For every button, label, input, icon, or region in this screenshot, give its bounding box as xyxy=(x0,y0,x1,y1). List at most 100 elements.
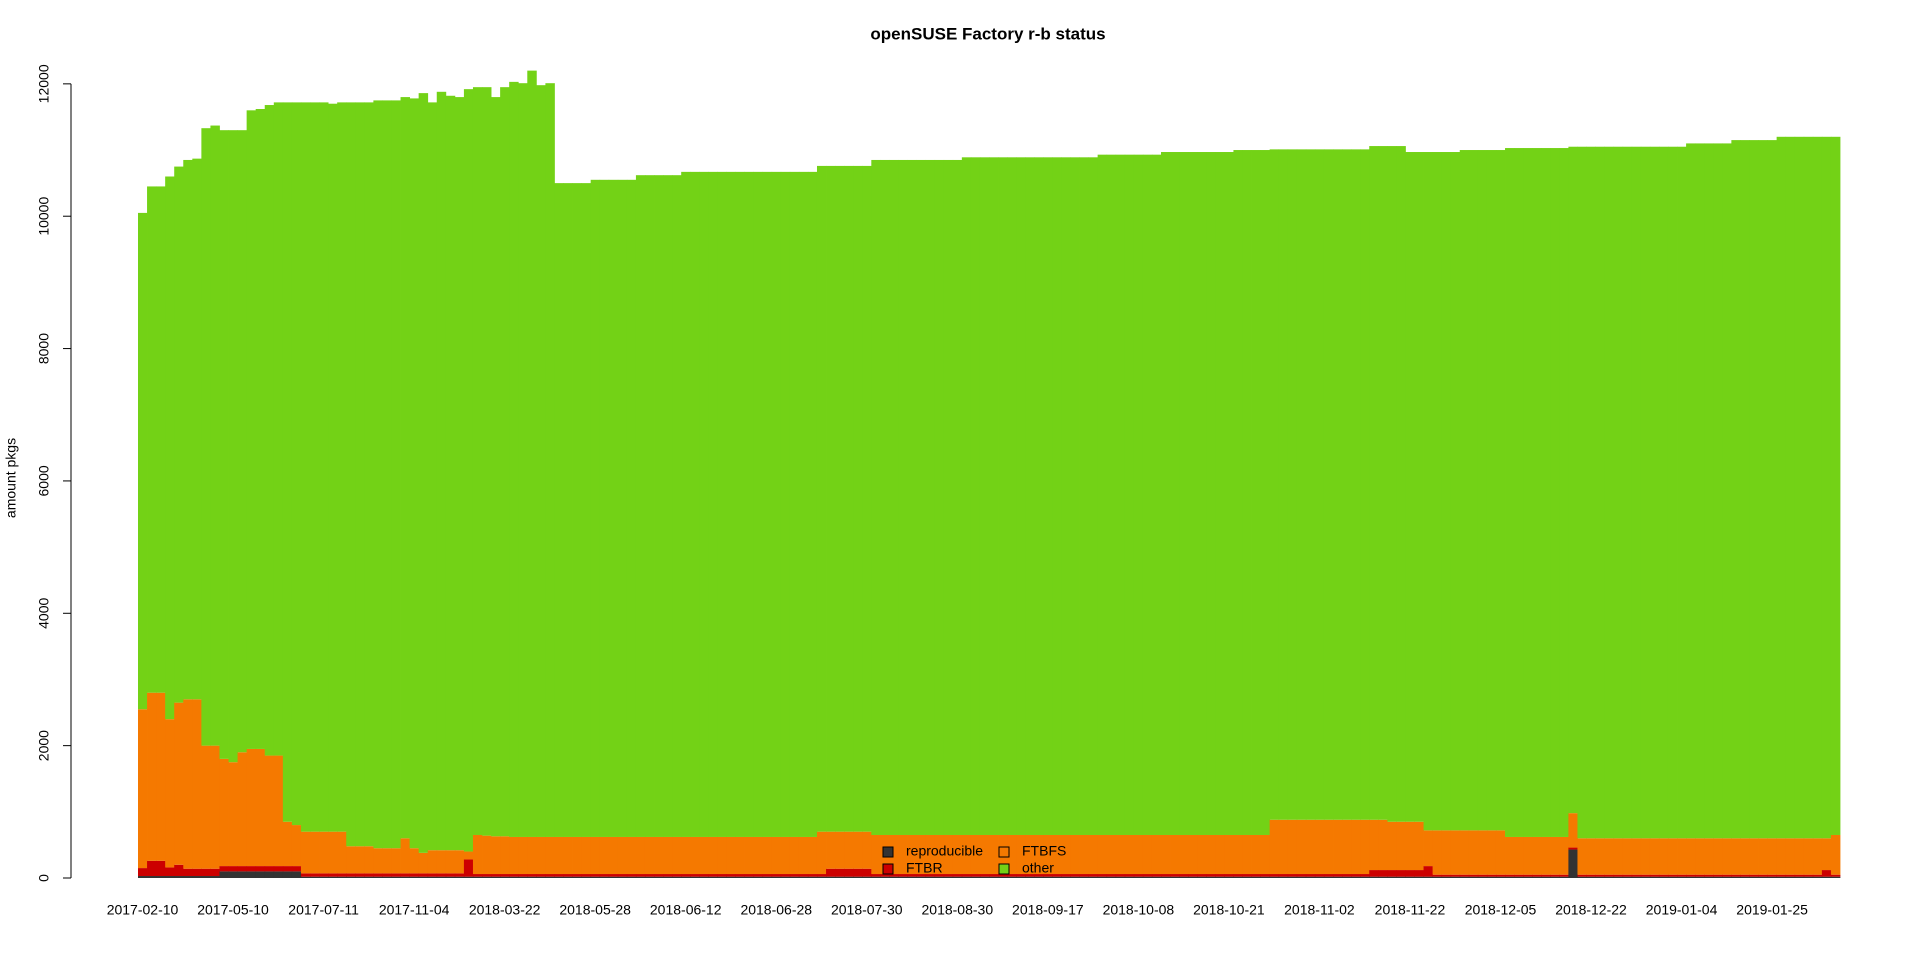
bar-segment xyxy=(491,876,501,878)
bar-segment xyxy=(183,876,193,878)
bar-segment xyxy=(1242,150,1252,835)
bar-segment xyxy=(300,102,311,832)
bar-segment xyxy=(853,876,863,878)
bar-segment xyxy=(273,866,284,872)
bar-segment xyxy=(1532,876,1542,878)
bar-segment xyxy=(1016,874,1026,877)
bar-segment xyxy=(445,876,456,878)
bar-segment xyxy=(1242,834,1252,875)
bar-segment xyxy=(889,159,899,835)
y-tick-label: 0 xyxy=(36,874,52,882)
bar-segment xyxy=(1151,876,1162,878)
bar-segment xyxy=(1007,157,1017,835)
bar-segment xyxy=(328,873,338,877)
bar-segment xyxy=(816,165,827,832)
bar-segment xyxy=(1749,838,1759,875)
bar-segment xyxy=(1179,834,1189,875)
bar-segment xyxy=(1640,838,1651,875)
bar-segment xyxy=(1722,838,1732,875)
bar-segment xyxy=(1260,150,1271,835)
bar-segment xyxy=(1369,146,1379,820)
bar-segment xyxy=(663,876,673,878)
bar-segment xyxy=(1396,876,1406,878)
bar-segment xyxy=(1505,836,1515,875)
bar-segment xyxy=(1631,876,1642,878)
x-tick-label: 2017-11-04 xyxy=(379,902,450,918)
bar-segment xyxy=(1532,836,1542,875)
bar-segment xyxy=(1061,874,1071,877)
bar-segment xyxy=(500,876,510,878)
bar-segment xyxy=(663,874,673,877)
bar-segment xyxy=(1586,876,1596,878)
bar-segment xyxy=(1550,874,1560,877)
bar-segment xyxy=(1314,874,1325,877)
bar-segment xyxy=(1106,874,1117,877)
bar-segment xyxy=(1559,148,1569,837)
bar-segment xyxy=(1486,150,1497,831)
bar-segment xyxy=(273,755,284,867)
bar-segment xyxy=(445,850,456,874)
bar-segment xyxy=(644,175,655,837)
bar-segment xyxy=(527,874,537,877)
bar-segment xyxy=(1821,136,1832,839)
bar-segment xyxy=(291,102,302,826)
bar-segment xyxy=(1142,834,1153,875)
bar-segment xyxy=(418,852,429,874)
bar-segment xyxy=(816,876,827,878)
bar-segment xyxy=(1342,876,1352,878)
bar-segment xyxy=(328,876,338,878)
bar-segment xyxy=(1179,876,1189,878)
bar-segment xyxy=(1070,157,1080,835)
bar-segment xyxy=(1007,834,1017,875)
bar-segment xyxy=(563,836,573,875)
bar-segment xyxy=(1260,874,1271,877)
bar-segment xyxy=(690,836,700,875)
bar-segment xyxy=(1043,834,1053,875)
bar-segment xyxy=(1505,876,1515,878)
bar-segment xyxy=(156,860,166,877)
bar-segment xyxy=(1142,874,1153,877)
bar-segment xyxy=(264,871,275,878)
bar-segment xyxy=(1686,838,1696,875)
bar-segment xyxy=(1088,874,1099,877)
bar-segment xyxy=(1215,874,1225,877)
bar-segment xyxy=(1477,830,1488,875)
x-tick-label: 2018-11-22 xyxy=(1375,902,1446,918)
bar-segment xyxy=(844,868,854,877)
bar-segment xyxy=(364,846,374,874)
bar-segment xyxy=(1251,876,1261,878)
bar-segment xyxy=(472,874,483,877)
bar-segment xyxy=(1785,874,1796,877)
bar-segment xyxy=(934,834,945,875)
bar-segment xyxy=(554,874,564,877)
bar-segment xyxy=(482,835,492,875)
bar-segment xyxy=(1532,874,1542,877)
bar-segment xyxy=(1713,838,1723,875)
bar-segment xyxy=(454,873,465,877)
bar-segment xyxy=(509,836,519,875)
bar-segment xyxy=(1704,838,1714,875)
bar-segment xyxy=(1758,140,1768,839)
bar-segment xyxy=(1133,874,1144,877)
bar-segment xyxy=(1495,876,1506,878)
bar-segment xyxy=(1423,876,1434,878)
bar-segment xyxy=(1333,874,1343,877)
bar-segment xyxy=(436,91,447,851)
bar-segment xyxy=(1550,836,1560,875)
bar-segment xyxy=(1586,838,1596,875)
bar-segment xyxy=(1441,874,1452,877)
bar-segment xyxy=(1314,819,1325,875)
bar-segment xyxy=(898,874,908,877)
bar-segment xyxy=(1333,876,1343,878)
bar-segment xyxy=(1052,876,1062,878)
bar-segment xyxy=(201,868,211,877)
bar-segment xyxy=(771,874,782,877)
bar-segment xyxy=(1323,874,1334,877)
bar-segment xyxy=(789,171,800,837)
bar-segment xyxy=(1070,834,1080,875)
bar-segment xyxy=(1486,874,1497,877)
bar-segment xyxy=(581,836,592,875)
bar-segment xyxy=(1613,838,1624,875)
bar-segment xyxy=(943,834,954,875)
bar-segment xyxy=(970,834,981,875)
